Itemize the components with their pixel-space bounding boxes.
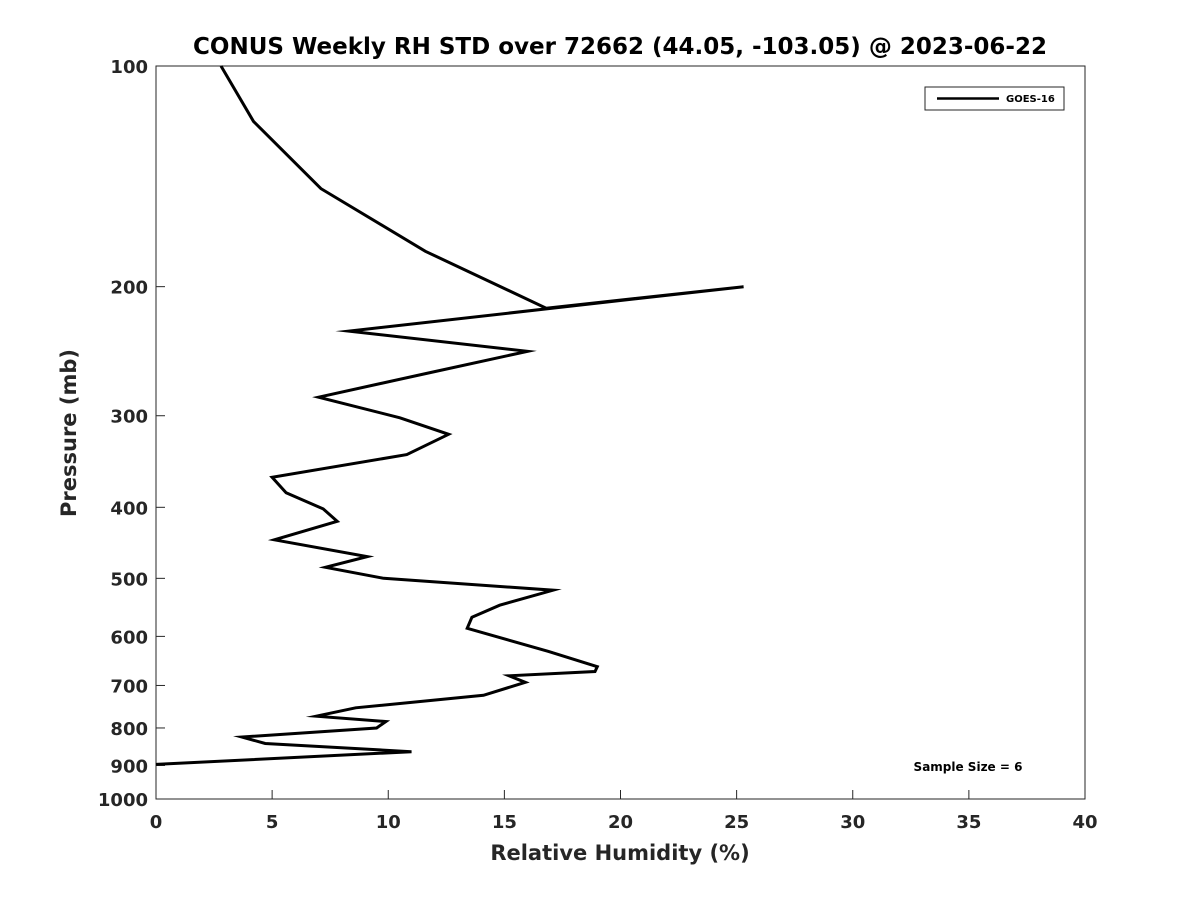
y-tick-label-200: 200 xyxy=(110,278,148,299)
y-tick-label-800: 800 xyxy=(110,719,148,740)
x-tick-label-10: 10 xyxy=(376,812,401,833)
y-tick-label-600: 600 xyxy=(110,627,148,648)
x-tick-label-35: 35 xyxy=(956,812,981,833)
y-axis: 100 200 300 400 500 600 700 800 900 1000 xyxy=(98,57,165,811)
x-tick-label-30: 30 xyxy=(840,812,865,833)
x-tick-label-20: 20 xyxy=(608,812,633,833)
y-tick-label-900: 900 xyxy=(110,756,148,777)
x-tick-label-15: 15 xyxy=(492,812,517,833)
y-tick-label-500: 500 xyxy=(110,569,148,590)
series-line-goes-16 xyxy=(155,65,744,766)
y-axis-label: Pressure (mb) xyxy=(57,349,81,517)
y-tick-label-300: 300 xyxy=(110,407,148,428)
chart-title: CONUS Weekly RH STD over 72662 (44.05, -… xyxy=(193,34,1047,60)
y-tick-label-1000: 1000 xyxy=(98,790,148,811)
plot-area xyxy=(155,65,1086,800)
legend: GOES-16 xyxy=(924,86,1065,111)
x-tick-label-5: 5 xyxy=(266,812,279,833)
y-tick-label-700: 700 xyxy=(110,676,148,697)
x-tick-label-25: 25 xyxy=(724,812,749,833)
sample-size-annotation: Sample Size = 6 xyxy=(914,760,1023,774)
x-tick-label-40: 40 xyxy=(1072,812,1097,833)
series-layer xyxy=(155,65,744,766)
legend-label-goes-16: GOES-16 xyxy=(1006,94,1055,105)
y-tick-label-100: 100 xyxy=(110,57,148,78)
x-axis: 0 5 10 15 20 25 30 35 40 xyxy=(150,790,1098,833)
x-tick-label-0: 0 xyxy=(150,812,163,833)
x-axis-label: Relative Humidity (%) xyxy=(490,841,749,865)
y-tick-label-400: 400 xyxy=(110,498,148,519)
